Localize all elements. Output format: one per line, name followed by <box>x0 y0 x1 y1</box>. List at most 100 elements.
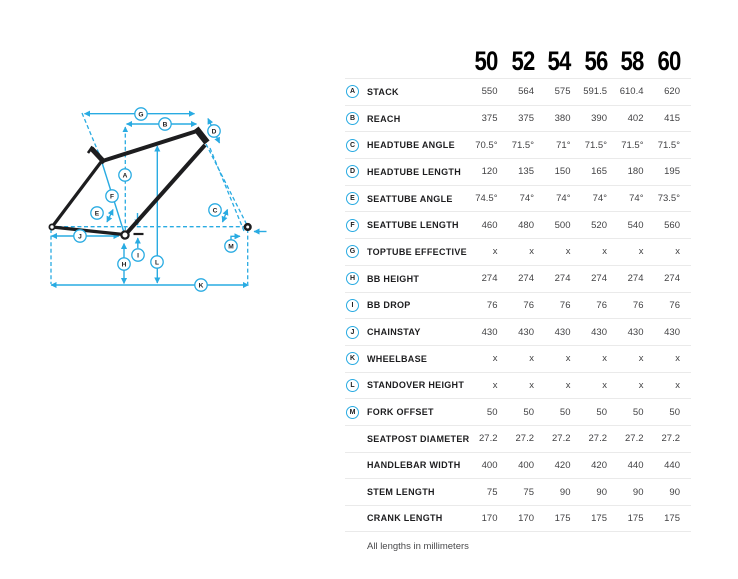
value-stack-58: 610.4 <box>619 86 644 98</box>
row-label: SEATTUBE LENGTH <box>367 220 459 231</box>
value-reach-52: 375 <box>518 113 534 125</box>
value-seatpost-diameter-56: 27.2 <box>588 433 608 445</box>
value-fork-offset-50: 50 <box>486 406 498 418</box>
value-stack-50: 550 <box>481 86 498 98</box>
diagram-label-letter: E <box>95 210 100 217</box>
row-letter-badge-G: G <box>346 245 359 259</box>
value-toptube-effective-56: x <box>602 246 607 258</box>
value-stack-52: 564 <box>518 86 534 98</box>
chainstay-tube <box>51 225 124 237</box>
diagram-label-letter: M <box>228 243 234 250</box>
value-seattube-length-54: 500 <box>554 219 571 231</box>
spec-row-seattube-angle: E SEATTUBE ANGLE 74.5° 74° 74° 74° 74° 73.5° <box>345 184 691 212</box>
row-letter-badge-H: H <box>346 272 359 286</box>
row-label-cell: D HEADTUBE LENGTH <box>345 165 461 179</box>
front-axle <box>243 222 252 232</box>
row-label-cell: K WHEELBASE <box>345 352 461 366</box>
value-standover-height-60: x <box>675 379 680 391</box>
value-bb-drop-50: 76 <box>486 299 498 311</box>
row-label-cell: HANDLEBAR WIDTH <box>345 459 461 472</box>
row-letter-badge-A: A <box>346 85 359 99</box>
size-header-row: 50 52 54 56 58 60 <box>345 44 691 78</box>
diagram-label-E: E <box>90 206 104 220</box>
row-letter-badge-E: E <box>346 192 359 206</box>
spec-row-headtube-length: D HEADTUBE LENGTH 120 135 150 165 180 195 <box>345 158 691 185</box>
value-chainstay-52: 430 <box>518 326 534 338</box>
value-toptube-effective-60: x <box>675 246 680 258</box>
row-label: FORK OFFSET <box>367 407 434 418</box>
diagram-label-L: L <box>150 255 164 269</box>
value-crank-length-52: 170 <box>518 512 534 524</box>
value-bb-drop-60: 76 <box>669 299 680 311</box>
diagram-label-letter: L <box>155 259 159 266</box>
row-label-cell: A STACK <box>345 85 461 99</box>
row-letter-badge-B: B <box>346 112 359 126</box>
value-handlebar-width-50: 400 <box>481 459 498 471</box>
diagram-label-circle <box>150 255 164 269</box>
row-label: REACH <box>367 113 401 124</box>
row-label-cell: E SEATTUBE ANGLE <box>345 192 461 206</box>
diagram-label-circle <box>158 117 172 131</box>
value-seatpost-diameter-50: 27.2 <box>479 433 498 445</box>
diagram-label-letter: G <box>138 111 143 118</box>
diagram-label-D: D <box>207 124 221 138</box>
size-column-58: 58 <box>620 45 645 76</box>
value-handlebar-width-52: 400 <box>518 459 534 471</box>
value-stem-length-50: 75 <box>486 486 498 498</box>
value-headtube-angle-54: 71° <box>556 139 571 151</box>
fork-axis-line <box>209 147 245 232</box>
row-label: STACK <box>367 86 399 97</box>
row-label-cell: M FORK OFFSET <box>345 405 461 419</box>
value-chainstay-50: 430 <box>481 326 498 338</box>
spec-row-stack: A STACK 550 564 575 591.5 610.4 620 <box>345 78 691 105</box>
row-label: SEATTUBE ANGLE <box>367 193 453 204</box>
diagram-label-K: K <box>194 278 208 292</box>
value-handlebar-width-54: 420 <box>554 459 571 471</box>
top-tube <box>101 129 198 163</box>
value-standover-height-52: x <box>529 379 534 391</box>
diagram-label-A: A <box>118 168 132 182</box>
reference-lines <box>50 112 251 284</box>
value-seattube-angle-52: 74° <box>519 193 534 205</box>
row-label: STANDOVER HEIGHT <box>367 380 465 391</box>
diagram-label-circle <box>131 248 145 262</box>
diagram-label-B: B <box>158 117 172 131</box>
row-label: STEM LENGTH <box>367 487 435 498</box>
value-standover-height-54: x <box>565 379 571 391</box>
row-letter-badge-F: F <box>346 218 359 232</box>
diagram-label-letter: D <box>212 128 217 135</box>
spec-row-handlebar-width: HANDLEBAR WIDTH 400 400 420 420 440 440 <box>345 451 691 479</box>
spec-row-seatpost-diameter: SEATPOST DIAMETER 27.2 27.2 27.2 27.2 27.2 27.… <box>345 424 691 452</box>
value-bb-height-58: 274 <box>627 273 644 285</box>
seat-tube-stub <box>89 146 107 165</box>
row-label-cell: CRANK LENGTH <box>345 512 461 525</box>
value-reach-60: 415 <box>664 113 680 125</box>
diagram-label-letter: J <box>78 233 82 240</box>
spec-row-bb-height: H BB HEIGHT 274 274 274 274 274 274 <box>345 264 691 292</box>
diagram-label-letter: A <box>123 172 128 179</box>
diagram-label-letter: F <box>110 193 114 200</box>
diagram-label-circle <box>118 168 132 182</box>
diagram-label-F: F <box>105 189 119 203</box>
geometry-table: 50 52 54 56 58 60 A STACK 550 564 575 591.5 610.4 62… <box>345 44 691 552</box>
value-seattube-length-56: 520 <box>591 219 607 231</box>
row-letter-badge-M: M <box>346 405 359 419</box>
value-wheelbase-58: x <box>638 353 644 365</box>
row-label-cell: H BB HEIGHT <box>345 272 461 286</box>
value-seatpost-diameter-60: 27.2 <box>661 433 681 445</box>
row-label-cell: F SEATTUBE LENGTH <box>345 218 461 232</box>
value-reach-50: 375 <box>481 113 498 125</box>
spec-row-wheelbase: K WHEELBASE x x x x x x <box>345 344 691 372</box>
units-note: All lengths in millimeters <box>367 540 469 552</box>
value-seattube-length-50: 460 <box>481 219 498 231</box>
diagram-letter-labels: A B C D E F G H I J K L M <box>73 107 238 292</box>
value-handlebar-width-56: 420 <box>591 459 607 471</box>
row-label: HANDLEBAR WIDTH <box>367 460 461 471</box>
row-letter-badge-L: L <box>346 378 359 392</box>
spec-row-crank-length: CRANK LENGTH 170 170 175 175 175 175 <box>345 505 691 532</box>
spec-row-seattube-length: F SEATTUBE LENGTH 460 480 500 520 540 560 <box>345 211 691 238</box>
row-letter-badge-D: D <box>346 165 359 179</box>
value-bb-height-52: 274 <box>518 273 534 285</box>
value-reach-58: 402 <box>627 113 644 125</box>
